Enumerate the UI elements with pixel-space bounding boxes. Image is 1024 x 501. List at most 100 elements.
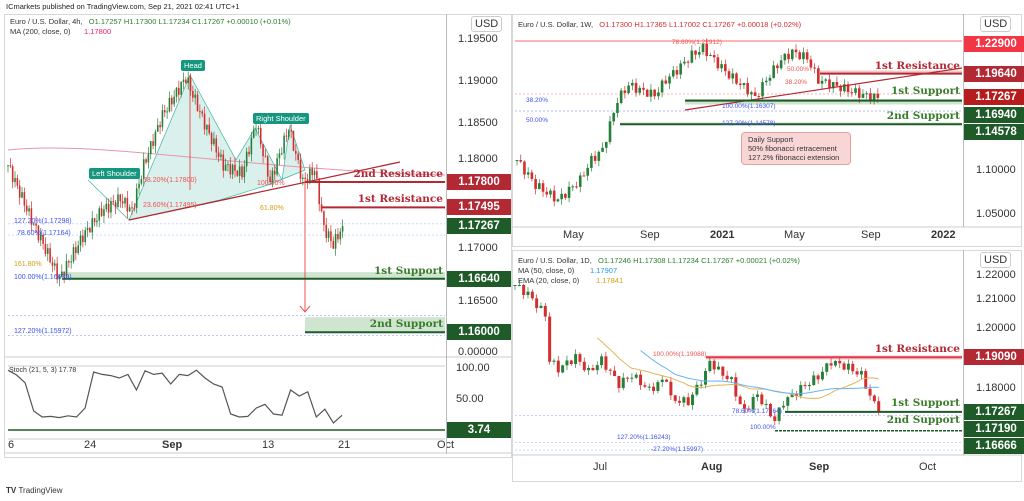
fib-label: 127.20%(1.17298) xyxy=(14,218,72,225)
candle-body xyxy=(781,405,785,408)
candle-body xyxy=(224,164,227,171)
candle-body xyxy=(28,208,30,212)
candle-body xyxy=(334,233,337,249)
price-axis[interactable] xyxy=(963,250,964,455)
note-line: Daily Support xyxy=(748,135,794,144)
candle-body xyxy=(75,247,77,254)
candle-body xyxy=(517,284,521,286)
candle-body xyxy=(701,43,705,53)
candle-body xyxy=(617,376,621,388)
candle-body xyxy=(163,110,166,113)
candle-body xyxy=(37,225,40,241)
candle-body xyxy=(215,138,218,153)
candle-body xyxy=(257,127,260,130)
x-tick: 2021 xyxy=(710,229,735,241)
candle-body xyxy=(820,80,824,84)
candle-body xyxy=(241,166,243,178)
candle-body xyxy=(556,360,560,373)
price-axis[interactable] xyxy=(446,14,447,454)
currency-button[interactable]: USD xyxy=(980,16,1012,32)
candle-body xyxy=(686,397,690,406)
x-tick: Oct xyxy=(437,439,455,451)
candle-body xyxy=(292,130,295,151)
candle-body xyxy=(683,61,686,64)
candle-body xyxy=(645,89,649,97)
candle-body xyxy=(295,150,297,154)
candle-body xyxy=(25,205,28,212)
candle-body xyxy=(309,168,311,182)
candle-body xyxy=(582,175,586,177)
currency-button[interactable]: USD xyxy=(471,16,503,32)
ohlc-value: C1.17267 xyxy=(700,20,735,29)
candle-body xyxy=(121,201,124,204)
candle-body xyxy=(306,179,309,182)
candle-body xyxy=(229,164,232,175)
candle-body xyxy=(779,60,783,69)
candle-body xyxy=(679,63,682,75)
candle-body xyxy=(846,84,850,93)
candle-body xyxy=(673,395,677,401)
tradingview-logo[interactable]: TV TradingView xyxy=(6,486,63,495)
candle-body xyxy=(626,377,630,379)
candle-body xyxy=(168,97,171,112)
y-tick: 1.10000 xyxy=(976,164,1016,176)
candle-body xyxy=(161,110,164,128)
candle-body xyxy=(290,130,292,132)
candle-body xyxy=(805,52,809,60)
candle-body xyxy=(597,151,601,161)
candle-body xyxy=(252,129,255,138)
x-tick: Aug xyxy=(701,461,723,473)
candle-body xyxy=(627,85,630,94)
candle-body xyxy=(753,92,757,96)
candle-body xyxy=(857,88,861,98)
candle-body xyxy=(178,87,180,95)
candle-body xyxy=(86,227,89,231)
candle-body xyxy=(117,194,119,207)
candle-body xyxy=(705,43,709,56)
y-tick: 1.22000 xyxy=(976,269,1016,281)
x-tick: Sep xyxy=(809,461,830,473)
candle-body xyxy=(751,396,755,410)
support-zone-1 xyxy=(685,99,962,105)
fib-label: 78.60%(1.17164) xyxy=(732,408,782,415)
candle-body xyxy=(634,82,638,93)
fib-label: 50.00% xyxy=(787,66,810,73)
candle-body xyxy=(9,165,12,167)
price-axis[interactable] xyxy=(963,14,964,227)
candle-body xyxy=(730,377,733,380)
candle-body xyxy=(829,363,833,366)
currency-button[interactable]: USD xyxy=(980,252,1012,268)
level-label-1st-support: 1st Support xyxy=(890,85,960,97)
candle-body xyxy=(799,385,803,396)
candle-body xyxy=(285,135,288,137)
candle-body xyxy=(552,190,556,202)
candle-body xyxy=(699,384,703,386)
candle-body xyxy=(145,159,147,163)
ohlc-value: Euro / U.S. Dollar, 1D, xyxy=(518,256,592,265)
candle-body xyxy=(124,197,126,204)
candle-body xyxy=(103,209,105,216)
candle-body xyxy=(325,224,328,238)
candle-body xyxy=(77,245,79,254)
candle-body xyxy=(548,316,552,362)
candle-body xyxy=(82,235,84,243)
candle-body xyxy=(543,305,547,317)
candle-body xyxy=(750,92,753,95)
ohlc-value: +0.00018 (+0.02%) xyxy=(734,20,802,29)
candle-body xyxy=(567,186,571,198)
candle-body xyxy=(613,370,617,377)
arrow-head-icon xyxy=(299,305,311,313)
note-line: 127.2% fibonacci extension xyxy=(748,153,840,162)
candle-body xyxy=(787,53,790,60)
candle-body xyxy=(591,368,595,371)
candle-body xyxy=(288,130,290,137)
candle-body xyxy=(842,363,846,370)
candle-body xyxy=(608,121,612,142)
candle-body xyxy=(526,172,530,175)
candle-body xyxy=(794,49,798,53)
candle-body xyxy=(727,71,731,79)
candle-body xyxy=(612,112,616,122)
candle-body xyxy=(816,375,820,380)
candle-body xyxy=(515,160,519,161)
